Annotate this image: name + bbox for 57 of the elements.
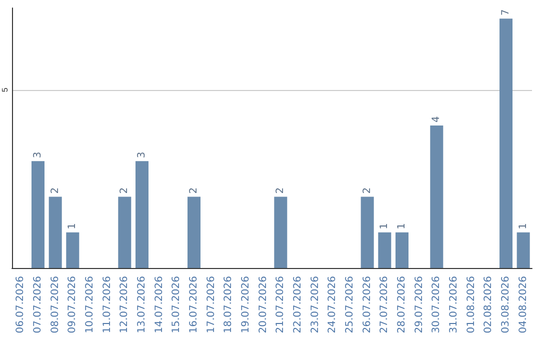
x-tick-label: 23.07.2026	[310, 276, 321, 334]
x-tick-label: 31.07.2026	[448, 276, 460, 334]
x-tick-label: 04.08.2026	[518, 276, 529, 334]
x-tick-label: 13.07.2026	[136, 276, 148, 334]
x-tick-label: 15.07.2026	[171, 276, 182, 334]
x-tick-label: 03.08.2026	[500, 276, 512, 334]
bar	[430, 126, 444, 268]
data-label: 2	[188, 187, 200, 194]
bar	[48, 196, 62, 268]
data-label: 4	[431, 116, 442, 123]
x-tick-label: 10.07.2026	[84, 276, 96, 334]
bar	[516, 232, 530, 268]
x-tick-label: 17.07.2026	[206, 276, 217, 334]
bar	[360, 196, 374, 268]
data-label: 3	[32, 152, 44, 158]
x-tick-label: 12.07.2026	[119, 276, 130, 334]
x-tick-label: 29.07.2026	[414, 276, 425, 334]
x-tick-label: 27.07.2026	[379, 276, 390, 334]
x-tick-label: 30.07.2026	[431, 276, 442, 334]
data-label: 2	[275, 187, 286, 194]
bar	[136, 161, 148, 268]
data-label: 1	[379, 223, 390, 230]
x-tick-label: 22.07.2026	[292, 276, 304, 334]
data-label: 7	[500, 9, 512, 16]
x-tick-label: 11.07.2026	[102, 276, 113, 334]
bar	[32, 161, 44, 268]
x-tick-label: 02.08.2026	[483, 276, 494, 334]
x-tick-label: 07.07.2026	[32, 276, 44, 334]
x-tick-label: 25.07.2026	[344, 276, 356, 334]
data-label: 2	[119, 187, 130, 194]
bar	[66, 232, 80, 268]
x-tick-label: 24.07.2026	[327, 276, 338, 334]
data-label: 2	[50, 187, 61, 194]
bar	[274, 196, 288, 268]
x-tick-label: 16.07.2026	[188, 276, 200, 334]
x-tick-label: 21.07.2026	[275, 276, 286, 334]
bar	[396, 232, 408, 268]
bar	[378, 232, 392, 268]
y-tick-label: 5	[0, 87, 10, 92]
bar	[188, 196, 200, 268]
x-tick-label: 19.07.2026	[240, 276, 252, 334]
x-tick-label: 06.07.2026	[15, 276, 26, 334]
x-tick-label: 18.07.2026	[223, 276, 234, 334]
data-label: 1	[67, 223, 78, 230]
x-tick-label: 01.08.2026	[466, 276, 477, 334]
data-label: 3	[136, 152, 148, 158]
bar	[500, 18, 512, 268]
data-label: 2	[362, 187, 373, 194]
x-tick-label: 08.07.2026	[50, 276, 61, 334]
x-tick-label: 09.07.2026	[67, 276, 78, 334]
x-tick-label: 20.07.2026	[258, 276, 269, 334]
x-tick-label: 28.07.2026	[396, 276, 408, 334]
x-tick-label: 26.07.2026	[362, 276, 373, 334]
data-label: 1	[396, 223, 408, 230]
x-tick-label: 14.07.2026	[154, 276, 165, 334]
data-label: 1	[518, 223, 529, 230]
bar	[118, 196, 132, 268]
